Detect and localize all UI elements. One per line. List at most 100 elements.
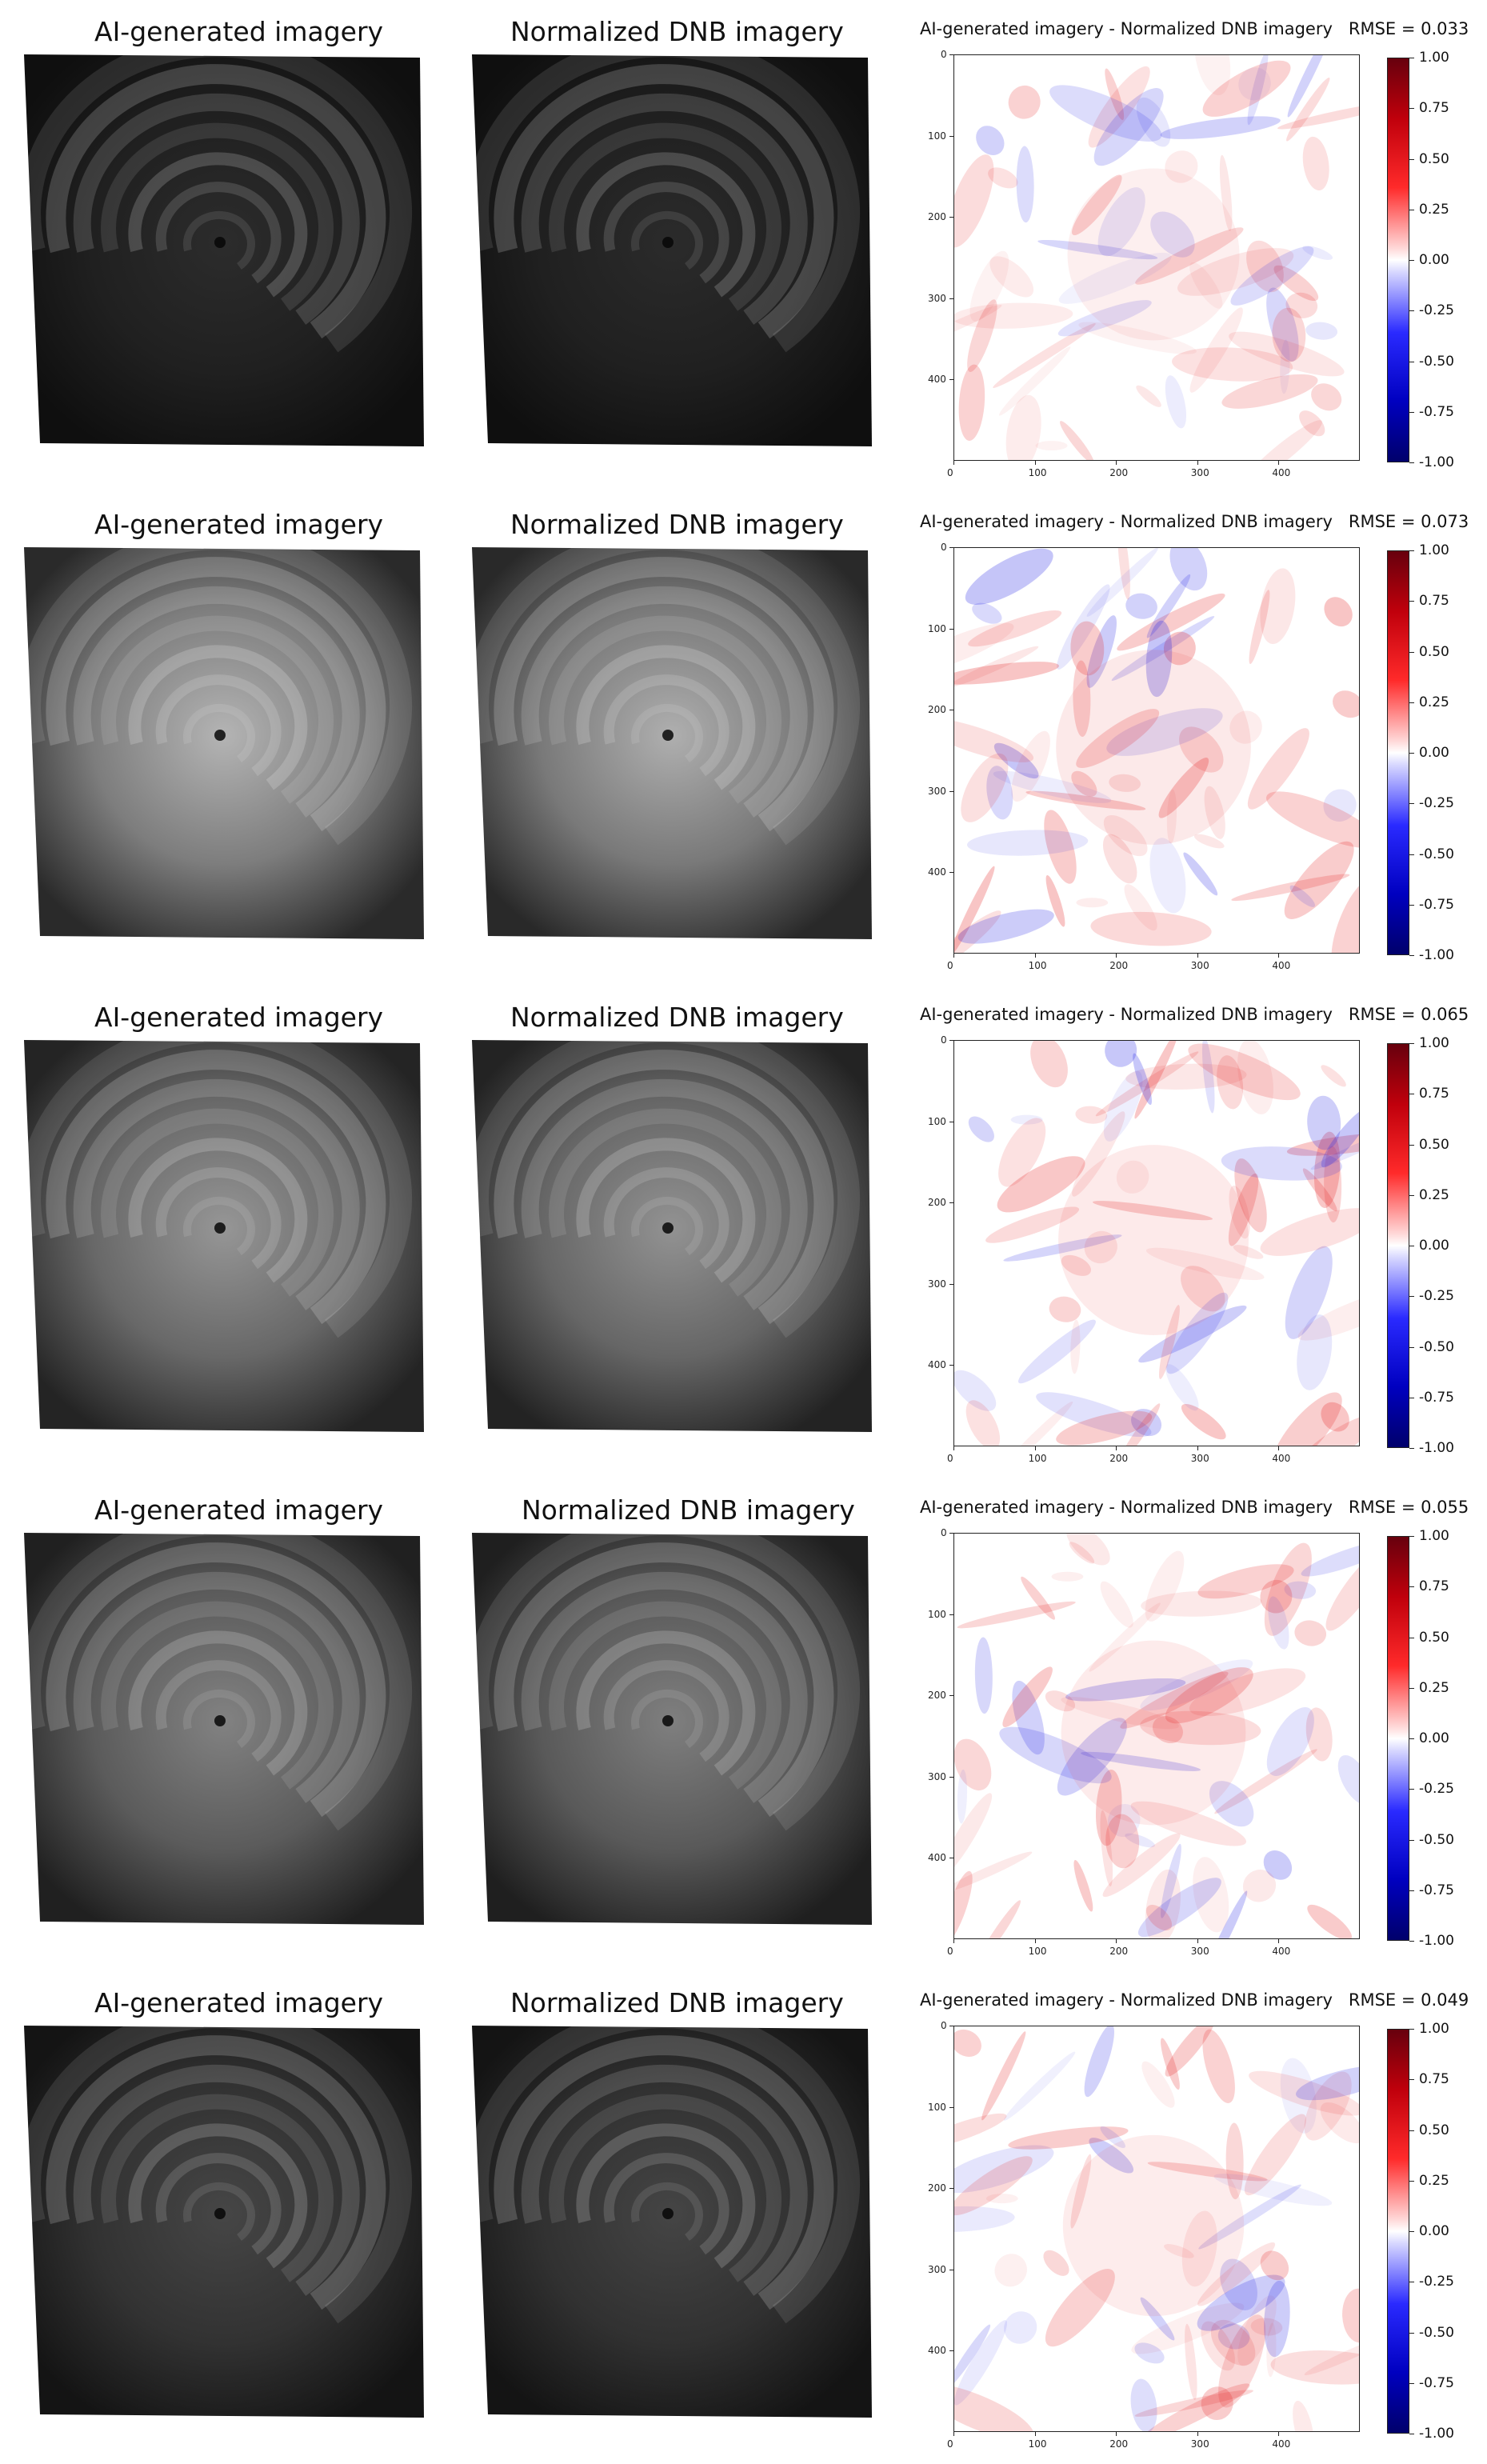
- dnb-image-title: Normalized DNB imagery: [510, 1987, 844, 2018]
- colorbar-tick-mark: [1409, 2382, 1414, 2384]
- x-tick-mark: [1278, 2432, 1280, 2436]
- x-tick-mark: [1034, 1939, 1036, 1943]
- colorbar-tick-mark: [1409, 1346, 1414, 1348]
- colorbar-tick-mark: [1409, 411, 1414, 413]
- y-tick-mark: [949, 298, 953, 299]
- y-tick-label: 100: [928, 622, 946, 634]
- colorbar-tick-mark: [1409, 2029, 1414, 2030]
- x-tick-label: 300: [1190, 960, 1209, 971]
- colorbar-tick-label: 1.00: [1419, 1528, 1449, 1544]
- y-tick-mark: [949, 1202, 953, 1204]
- x-tick-label: 300: [1190, 467, 1209, 478]
- y-tick-label: 400: [928, 1852, 946, 1864]
- colorbar-tick-label: -0.75: [1419, 403, 1454, 420]
- x-tick-label: 300: [1190, 1946, 1209, 1957]
- dnb-image: [464, 1040, 872, 1432]
- y-tick-label: 200: [928, 1690, 946, 1702]
- y-tick-label: 200: [928, 704, 946, 716]
- y-tick-label: 200: [928, 211, 946, 223]
- x-tick-mark: [1197, 1939, 1198, 1943]
- colorbar-tick-mark: [1409, 2180, 1414, 2182]
- y-tick-mark: [949, 379, 953, 381]
- ai-generated-image: [16, 1533, 424, 1925]
- y-tick-label: 400: [928, 2345, 946, 2357]
- colorbar-tick-label: -0.75: [1419, 1389, 1454, 1406]
- figure-row: AI-generated imagery Normalized DNB image…: [0, 1478, 1487, 1971]
- colorbar-tick-mark: [1409, 310, 1414, 312]
- colorbar-tick-label: -0.50: [1419, 1831, 1454, 1848]
- colorbar-tick-mark: [1409, 1890, 1414, 1891]
- y-tick-mark: [949, 1365, 953, 1366]
- figure-row: AI-generated imagery Normalized DNB image…: [0, 1971, 1487, 2464]
- x-tick-mark: [1197, 1446, 1198, 1450]
- colorbar-tick-label: -0.25: [1419, 1288, 1454, 1305]
- colorbar-tick-label: -0.25: [1419, 2274, 1454, 2290]
- x-tick-label: 400: [1272, 1453, 1291, 1464]
- ai-generated-image: [16, 1040, 424, 1432]
- colorbar-tick-mark: [1409, 1586, 1414, 1588]
- x-tick-label: 0: [947, 467, 953, 478]
- colorbar-tick-mark: [1409, 158, 1414, 160]
- y-tick-label: 200: [928, 1197, 946, 1209]
- difference-plot-title: AI-generated imagery - Normalized DNB im…: [920, 1990, 1469, 2010]
- x-tick-mark: [1278, 954, 1280, 958]
- y-tick-label: 400: [928, 374, 946, 386]
- x-tick-mark: [1197, 2432, 1198, 2436]
- difference-map: [953, 2026, 1360, 2432]
- colorbar-tick-label: -1.00: [1419, 1440, 1454, 1456]
- y-tick-mark: [949, 54, 953, 55]
- colorbar-tick-label: 1.00: [1419, 50, 1449, 66]
- y-tick-label: 0: [941, 1527, 947, 1538]
- colorbar-tick-label: 0.75: [1419, 593, 1449, 610]
- y-tick-mark: [949, 872, 953, 874]
- colorbar-tick-label: 0.25: [1419, 201, 1449, 218]
- rmse-value: RMSE = 0.033: [1348, 19, 1469, 38]
- colorbar-tick-mark: [1409, 1536, 1414, 1537]
- dnb-image: [464, 54, 872, 446]
- colorbar-tick-mark: [1409, 904, 1414, 906]
- colorbar-tick-mark: [1409, 753, 1414, 754]
- x-tick-mark: [1278, 461, 1280, 465]
- difference-map: [953, 1533, 1360, 1939]
- figure-row: AI-generated imagery Normalized DNB image…: [0, 986, 1487, 1478]
- x-tick-label: 200: [1109, 1946, 1129, 1957]
- y-tick-mark: [949, 1695, 953, 1697]
- y-tick-mark: [949, 1614, 953, 1615]
- x-tick-mark: [1116, 1446, 1117, 1450]
- difference-plot-title: AI-generated imagery - Normalized DNB im…: [920, 512, 1469, 531]
- colorbar-tick-label: 0.00: [1419, 252, 1449, 268]
- figure-row: AI-generated imagery Normalized DNB image…: [0, 0, 1487, 493]
- difference-map: [953, 547, 1360, 954]
- colorbar-tick-label: 0.50: [1419, 1136, 1449, 1153]
- y-tick-label: 100: [928, 1115, 946, 1127]
- x-tick-mark: [1034, 954, 1036, 958]
- x-tick-mark: [953, 1446, 954, 1450]
- colorbar-tick-label: -0.75: [1419, 1882, 1454, 1898]
- ai-image-title: AI-generated imagery: [94, 1987, 384, 2018]
- x-tick-label: 300: [1190, 2438, 1209, 2450]
- x-tick-label: 400: [1272, 1946, 1291, 1957]
- colorbar-tick-mark: [1409, 1687, 1414, 1689]
- colorbar-tick-mark: [1409, 1789, 1414, 1790]
- colorbar-tick-label: 0.25: [1419, 694, 1449, 710]
- y-tick-mark: [949, 2188, 953, 2190]
- difference-title-text: AI-generated imagery - Normalized DNB im…: [920, 1005, 1333, 1024]
- colorbar-tick-label: 0.50: [1419, 643, 1449, 660]
- ai-generated-image: [16, 2026, 424, 2418]
- difference-title-text: AI-generated imagery - Normalized DNB im…: [920, 1498, 1333, 1517]
- colorbar-tick-mark: [1409, 702, 1414, 703]
- colorbar-tick-label: 0.25: [1419, 1679, 1449, 1696]
- ai-generated-image: [16, 54, 424, 446]
- x-tick-label: 100: [1028, 467, 1047, 478]
- y-tick-label: 300: [928, 1770, 946, 1782]
- x-tick-label: 400: [1272, 960, 1291, 971]
- x-tick-label: 100: [1028, 1946, 1047, 1957]
- difference-map: [953, 54, 1360, 461]
- colorbar-tick-label: -1.00: [1419, 947, 1454, 963]
- ai-image-title: AI-generated imagery: [94, 16, 384, 47]
- x-tick-mark: [1197, 954, 1198, 958]
- colorbar-tick-mark: [1409, 1194, 1414, 1196]
- colorbar-tick-mark: [1409, 2130, 1414, 2131]
- x-tick-mark: [1034, 461, 1036, 465]
- x-tick-label: 400: [1272, 2438, 1291, 2450]
